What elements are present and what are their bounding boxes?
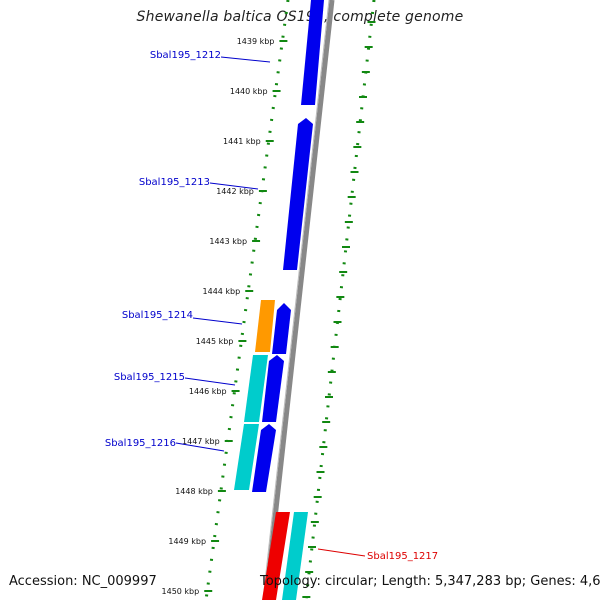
feature-cyan-1215[interactable] — [244, 355, 268, 422]
scale-tick-label: 1450 kbp — [162, 587, 200, 596]
gene-label-1212[interactable]: Sbal195_1212 — [150, 50, 221, 61]
cds-sbal195-1215[interactable] — [262, 355, 284, 422]
cds-sbal195-1216[interactable] — [252, 424, 276, 492]
reverse-cds-track — [262, 512, 290, 600]
gene-labels: Sbal195_1212 Sbal195_1213 Sbal195_1214 S… — [105, 50, 438, 562]
scale-tick-label: 1442 kbp — [216, 187, 254, 196]
genome-backbone — [263, 0, 335, 600]
scale-tick-label: 1446 kbp — [189, 387, 227, 396]
topology-text: Topology: circular; Length: 5,347,283 bp… — [260, 574, 600, 589]
scale-tick-label: 1448 kbp — [175, 487, 213, 496]
cds-sbal195-1212[interactable] — [301, 0, 324, 105]
feature-orange[interactable] — [255, 300, 275, 352]
feature-cyan-1217[interactable] — [282, 512, 308, 600]
scale-tick-label: 1449 kbp — [168, 537, 206, 546]
feature-track — [234, 300, 308, 600]
scale-tick-label: 1447 kbp — [182, 437, 220, 446]
scale-tick-label: 1444 kbp — [203, 287, 241, 296]
scale-tick-label: 1439 kbp — [237, 37, 275, 46]
scale-ticks: 1439 kbp 1440 kbp 1441 kbp 1442 kbp 1443 kbp… — [162, 21, 376, 598]
cds-sbal195-1214[interactable] — [272, 303, 291, 354]
cds-sbal195-1217[interactable] — [262, 512, 290, 600]
map-title: Shewanella baltica OS195, complete genom… — [136, 9, 464, 25]
gene-label-1217[interactable]: Sbal195_1217 — [367, 551, 438, 562]
forward-cds-track — [252, 0, 324, 492]
gene-label-1215[interactable]: Sbal195_1215 — [114, 372, 185, 383]
gene-label-1213[interactable]: Sbal195_1213 — [139, 177, 210, 188]
accession-text: Accession: NC_009997 — [9, 574, 157, 589]
cds-sbal195-1213[interactable] — [283, 118, 313, 270]
scale-tick-label: 1440 kbp — [230, 87, 268, 96]
feature-cyan-1216[interactable] — [234, 424, 259, 490]
outer-dotted-ring — [304, 0, 376, 600]
inner-dotted-ring — [204, 0, 290, 600]
scale-tick-label: 1443 kbp — [209, 237, 247, 246]
scale-tick-label: 1445 kbp — [196, 337, 234, 346]
gene-label-1216[interactable]: Sbal195_1216 — [105, 438, 176, 449]
gene-label-1214[interactable]: Sbal195_1214 — [122, 310, 193, 321]
scale-tick-label: 1441 kbp — [223, 137, 261, 146]
